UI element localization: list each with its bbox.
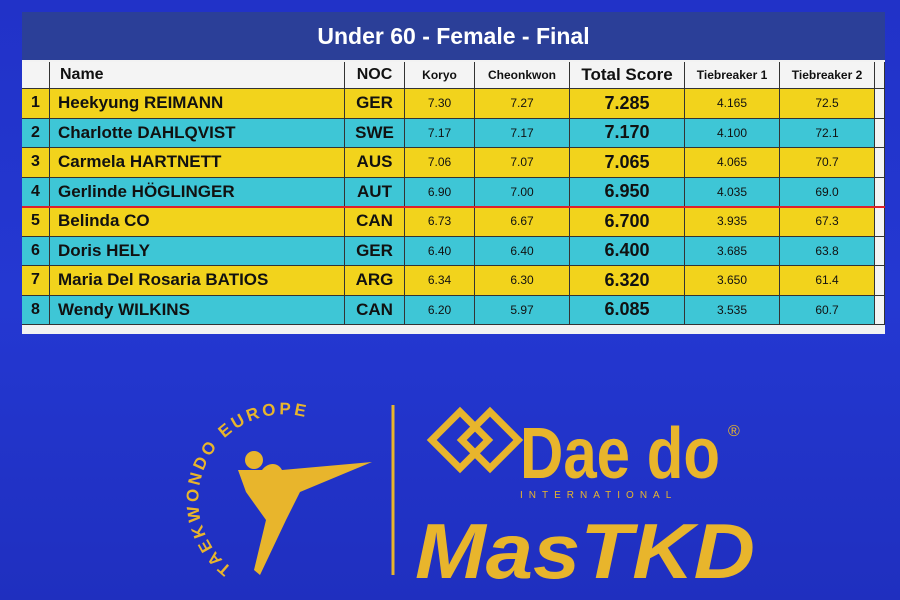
table-cell: 7.00 (475, 177, 570, 207)
table-cell: ARG (345, 266, 405, 296)
table-cell: 69.0 (780, 177, 875, 207)
table-cell: 7.17 (405, 118, 475, 148)
table-cell: 6 (22, 236, 50, 266)
table-cell: 3 (22, 148, 50, 178)
athlete-name: Maria Del Rosaria BATIOS (50, 266, 345, 296)
table-cell: 6.73 (405, 207, 475, 237)
column-header: Total Score (570, 62, 685, 89)
column-header: Koryo (405, 62, 475, 89)
athlete-name: Charlotte DAHLQVIST (50, 118, 345, 148)
table-cell: 6.40 (405, 236, 475, 266)
column-header: Cheonkwon (475, 62, 570, 89)
kicker-emblem (238, 462, 372, 575)
table-cell: 7.06 (405, 148, 475, 178)
sponsor-name: Dae do (520, 414, 720, 494)
table-cell: 4.065 (685, 148, 780, 178)
results-board: Under 60 - Female - Final Name NOC Koryo Ch… (22, 12, 885, 334)
table-cell (875, 295, 885, 325)
table-cell (875, 236, 885, 266)
table-cell: CAN (345, 295, 405, 325)
column-header: NOC (345, 62, 405, 89)
cutoff-line (22, 206, 885, 208)
daedo-emblem (426, 406, 524, 474)
product-name: MasTKD (415, 507, 755, 595)
table-cell: 7.170 (570, 118, 685, 148)
kicker-head (245, 451, 263, 469)
athlete-name: Belinda CO (50, 207, 345, 237)
table-cell: 7.17 (475, 118, 570, 148)
table-cell: 72.5 (780, 89, 875, 119)
table-cell (875, 118, 885, 148)
athlete-name: Heekyung REIMANN (50, 89, 345, 119)
sponsor-subtitle: INTERNATIONAL (520, 490, 677, 501)
table-cell: SWE (345, 118, 405, 148)
table-cell: 7.065 (570, 148, 685, 178)
table-cell: 70.7 (780, 148, 875, 178)
column-header: Name (50, 62, 345, 89)
table-cell (875, 89, 885, 119)
header-cell (875, 62, 885, 89)
table-cell: 5.97 (475, 295, 570, 325)
registered-mark: ® (728, 423, 740, 440)
table-cell: 6.40 (475, 236, 570, 266)
table-cell: 3.650 (685, 266, 780, 296)
table-cell: 4.165 (685, 89, 780, 119)
table-cell: 3.935 (685, 207, 780, 237)
table-cell: 61.4 (780, 266, 875, 296)
table-cell: GER (345, 236, 405, 266)
table-cell: 72.1 (780, 118, 875, 148)
table-cell: 4 (22, 177, 50, 207)
column-header: Tiebreaker 2 (780, 62, 875, 89)
table-cell: 6.700 (570, 207, 685, 237)
table-cell: 7 (22, 266, 50, 296)
athlete-name: Carmela HARTNETT (50, 148, 345, 178)
table-cell: 3.535 (685, 295, 780, 325)
table-cell: AUS (345, 148, 405, 178)
table-cell: 6.20 (405, 295, 475, 325)
table-cell: 6.320 (570, 266, 685, 296)
table-cell: 7.285 (570, 89, 685, 119)
column-header: Tiebreaker 1 (685, 62, 780, 89)
table-cell: 7.07 (475, 148, 570, 178)
table-cell: 6.34 (405, 266, 475, 296)
table-cell: 6.085 (570, 295, 685, 325)
table-cell: 67.3 (780, 207, 875, 237)
board-title: Under 60 - Female - Final (22, 12, 885, 60)
table-cell: 6.67 (475, 207, 570, 237)
table-cell (875, 266, 885, 296)
table-cell: 3.685 (685, 236, 780, 266)
table-cell (875, 148, 885, 178)
table-cell: CAN (345, 207, 405, 237)
table-cell: 6.400 (570, 236, 685, 266)
table-cell: 63.8 (780, 236, 875, 266)
table-cell: 8 (22, 295, 50, 325)
table-cell (875, 207, 885, 237)
table-cell: 6.30 (475, 266, 570, 296)
athlete-name: Wendy WILKINS (50, 295, 345, 325)
table-cell: 7.30 (405, 89, 475, 119)
header-cell (22, 62, 50, 89)
table-cell: 60.7 (780, 295, 875, 325)
table-cell: 2 (22, 118, 50, 148)
table-cell: GER (345, 89, 405, 119)
athlete-name: Doris HELY (50, 236, 345, 266)
table-cell: 5 (22, 207, 50, 237)
table-cell: 1 (22, 89, 50, 119)
table-cell: 6.950 (570, 177, 685, 207)
table-cell: 4.100 (685, 118, 780, 148)
table-cell: 7.27 (475, 89, 570, 119)
table-cell: 6.90 (405, 177, 475, 207)
